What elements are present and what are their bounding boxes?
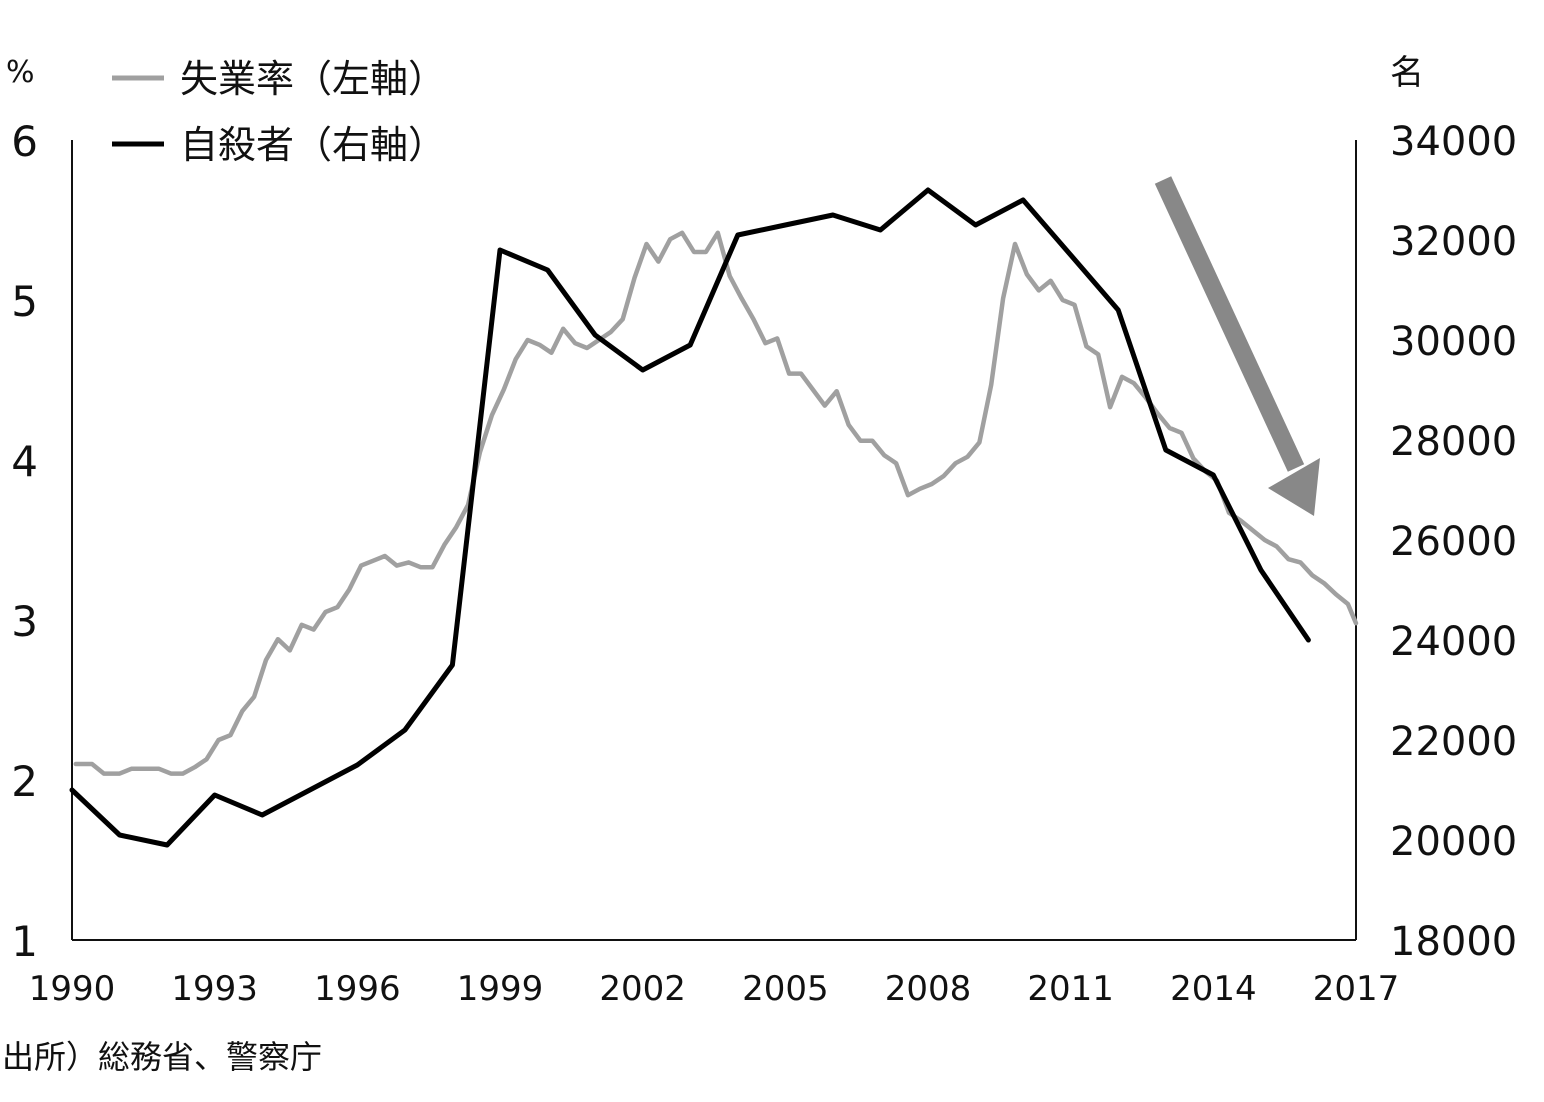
x-tick-label: 1990	[29, 969, 116, 1009]
source-note: 出所）総務省、警察庁	[2, 1038, 322, 1076]
right-tick-label: 32000	[1390, 219, 1517, 265]
right-tick-label: 34000	[1390, 119, 1517, 165]
x-tick-label: 1993	[171, 969, 258, 1009]
x-tick-label: 2002	[599, 969, 686, 1009]
right-unit-label: 名	[1390, 53, 1424, 93]
right-tick-label: 26000	[1390, 519, 1517, 565]
x-tick-label: 1996	[314, 969, 401, 1009]
x-tick-label: 2017	[1313, 969, 1400, 1009]
x-tick-label: 2011	[1027, 969, 1114, 1009]
legend-item-unemployment: 失業率（左軸）	[112, 57, 446, 101]
right-tick-label: 24000	[1390, 619, 1517, 665]
legend-label-unemployment: 失業率（左軸）	[180, 57, 446, 101]
x-tick-label: 2005	[742, 969, 829, 1009]
left-tick-label: 1	[11, 917, 38, 966]
unemployment-series-line	[73, 230, 1359, 776]
trend-arrow-shaft	[1154, 176, 1305, 472]
x-tick-label: 2008	[885, 969, 972, 1009]
suicides-series-line	[69, 187, 1311, 848]
left-tick-label: 4	[11, 437, 38, 486]
legend-item-suicides: 自殺者（右軸）	[112, 123, 446, 167]
right-tick-label: 28000	[1390, 419, 1517, 465]
x-tick-labels: 1990 1993 1996 1999 2002 2005 2008 2011 2014 2017	[29, 969, 1400, 1009]
x-tick-label: 1999	[457, 969, 544, 1009]
right-tick-label: 18000	[1390, 919, 1517, 965]
right-tick-labels: 18000 20000 22000 24000 26000 28000 30000 32000…	[1390, 119, 1517, 965]
x-tick-label: 2014	[1170, 969, 1257, 1009]
trend-arrow	[1154, 176, 1320, 516]
left-tick-labels: 1 2 3 4 5 6	[11, 117, 38, 966]
trend-arrow-head	[1268, 458, 1320, 516]
left-tick-label: 2	[11, 757, 38, 806]
left-unit-label: %	[6, 55, 35, 90]
right-tick-label: 20000	[1390, 819, 1517, 865]
left-tick-label: 5	[11, 277, 38, 326]
right-tick-label: 30000	[1390, 319, 1517, 365]
series-layer	[69, 187, 1359, 848]
right-tick-label: 22000	[1390, 719, 1517, 765]
legend: 失業率（左軸） 自殺者（右軸）	[112, 57, 446, 167]
left-tick-label: 3	[11, 597, 38, 646]
legend-label-suicides: 自殺者（右軸）	[180, 123, 446, 167]
left-tick-label: 6	[11, 117, 38, 166]
